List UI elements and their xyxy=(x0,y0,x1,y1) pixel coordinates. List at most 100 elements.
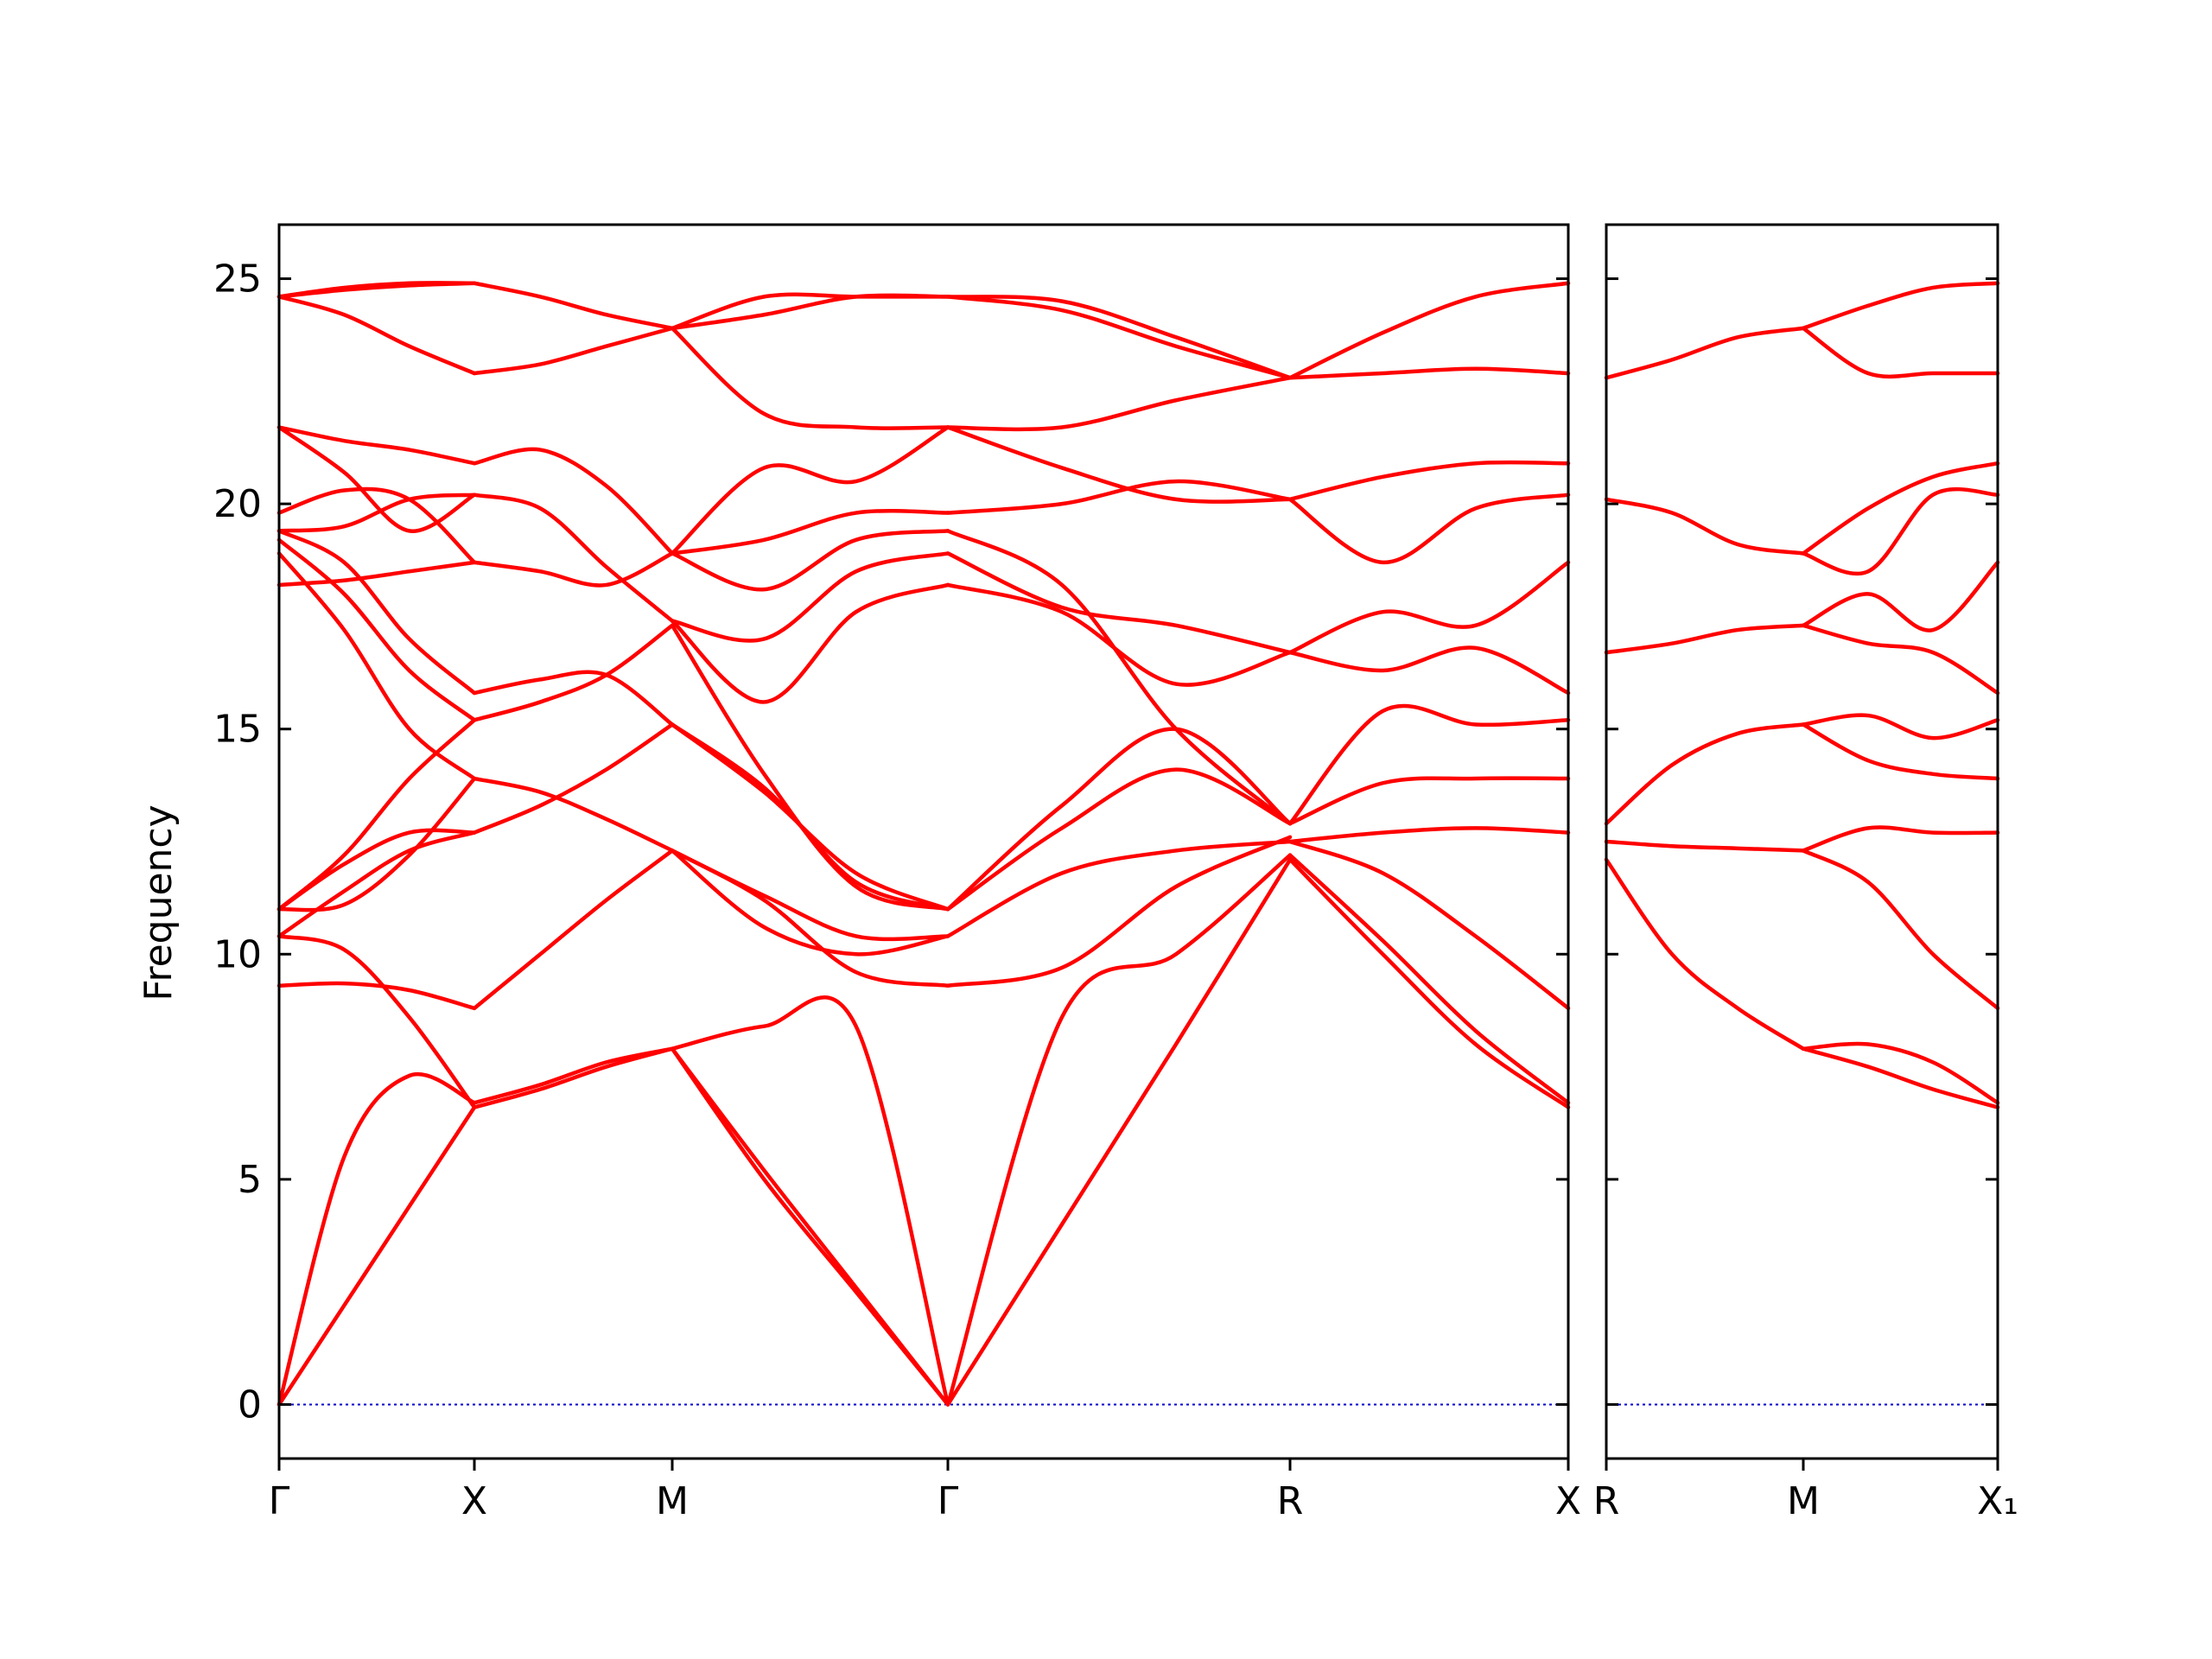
band-line-p0-s0-b11 xyxy=(276,560,477,588)
band-line-p0-s4-b10 xyxy=(1287,366,1571,380)
band-line-p0-s3-b8 xyxy=(945,529,1293,826)
band-line-p1-s0-b0 xyxy=(1604,857,1806,1051)
band-line-p1-s1-b5 xyxy=(1801,713,2000,741)
band-line-p0-s0-b6 xyxy=(276,776,477,912)
band-line-p0-s0-b15 xyxy=(276,425,477,466)
band-line-p0-s1-b5 xyxy=(472,623,675,722)
band-line-p0-s1-b0 xyxy=(472,1046,675,1109)
band-line-p0-s3-b2 xyxy=(945,835,1293,988)
band-line-p0-s3-b5 xyxy=(945,727,1293,912)
band-line-p1-s0-b3 xyxy=(1604,623,1806,655)
band-line-p0-s4-b0 xyxy=(1287,857,1571,1109)
band-line-p0-s2-b8 xyxy=(670,623,950,912)
band-line-p0-s0-b4 xyxy=(276,830,477,938)
band-line-p1-s1-b7 xyxy=(1801,560,2000,632)
band-line-p0-s4-b8 xyxy=(1287,493,1571,565)
band-line-p0-s4-b3 xyxy=(1287,826,1571,844)
band-line-p0-s1-b11 xyxy=(472,281,675,331)
band-line-p0-s0-b9 xyxy=(276,537,477,722)
band-line-p0-s3-b3 xyxy=(945,839,1293,938)
y-tick-label: 15 xyxy=(213,708,262,752)
band-line-p0-s0-b1 xyxy=(276,1071,477,1407)
x-tick-label: M xyxy=(1787,1479,1820,1523)
x-tick-label: X xyxy=(1555,1479,1581,1523)
x-tick-label: R xyxy=(1593,1479,1620,1523)
band-line-p0-s3-b10 xyxy=(945,425,1293,504)
band-line-p0-s1-b3 xyxy=(472,722,675,835)
band-line-p0-s0-b8 xyxy=(276,551,477,781)
band-line-p0-s1-b2 xyxy=(472,849,675,1011)
x-tick-label: R xyxy=(1277,1479,1304,1523)
band-line-p0-s4-b1 xyxy=(1287,853,1571,1105)
band-line-p0-s0-b2 xyxy=(276,981,477,1011)
band-line-p0-s0-b0 xyxy=(276,1105,477,1407)
band-line-p1-s1-b3 xyxy=(1801,825,2000,853)
band-line-p0-s1-b1 xyxy=(472,1046,675,1105)
band-line-p0-s1-b4 xyxy=(472,776,675,853)
band-line-p0-s3-b0 xyxy=(945,857,1293,1407)
band-line-p1-s1-b0 xyxy=(1801,1046,2000,1109)
band-line-p0-s4-b5 xyxy=(1287,703,1571,826)
band-line-p0-s1-b7 xyxy=(472,551,675,588)
band-line-p0-s4-b11 xyxy=(1287,281,1571,380)
plot-frame xyxy=(277,223,1570,1460)
y-tick-label: 0 xyxy=(238,1382,262,1427)
band-line-p0-s2-b1 xyxy=(670,1046,950,1407)
band-line-p0-s2-b12 xyxy=(670,508,950,556)
band-line-p0-s3-b7 xyxy=(945,551,1293,655)
plot-frame xyxy=(1605,223,1999,1460)
x-tick-label: Γ xyxy=(938,1479,959,1523)
band-line-p0-s1-b6 xyxy=(472,670,675,727)
band-line-p0-s2-b5 xyxy=(670,849,950,942)
y-tick-label: 10 xyxy=(213,932,262,976)
band-line-p1-s0-b5 xyxy=(1604,326,1806,380)
band-line-p0-s1-b8 xyxy=(472,493,675,623)
band-line-p0-s0-b3 xyxy=(276,934,477,1109)
y-tick-label: 20 xyxy=(213,482,262,526)
band-line-p0-s3-b4 xyxy=(945,767,1293,912)
band-line-p0-s3-b12 xyxy=(945,295,1293,380)
band-line-p0-s0-b13 xyxy=(276,486,477,565)
band-line-p0-s2-b16 xyxy=(670,293,950,331)
band-line-p0-s0-b12 xyxy=(276,493,477,533)
band-line-p0-s1-b10 xyxy=(472,326,675,376)
band-line-p1-s1-b9 xyxy=(1801,461,2000,556)
band-line-p1-s0-b1 xyxy=(1604,839,1806,853)
band-line-p1-s1-b6 xyxy=(1801,623,2000,696)
band-line-p0-s0-b14 xyxy=(276,425,477,533)
band-line-p0-s3-b13 xyxy=(945,295,1293,380)
band-line-p0-s2-b11 xyxy=(670,529,950,592)
panel-left: 0 5 10 15 20 25 Γ X M Γ R X xyxy=(213,223,1581,1523)
band-line-p1-s1-b4 xyxy=(1801,722,2000,781)
band-line-p1-s0-b2 xyxy=(1604,722,1806,826)
panel-right: R M X₁ xyxy=(1593,223,2018,1523)
band-line-p0-s3-b9 xyxy=(945,479,1293,515)
band-line-p0-s2-b13 xyxy=(670,425,950,556)
x-tick-label: X₁ xyxy=(1977,1479,2018,1523)
band-line-p0-s3-b11 xyxy=(945,375,1293,432)
band-line-p0-s1-b9 xyxy=(472,447,675,556)
band-line-p0-s3-b1 xyxy=(945,853,1293,1407)
band-line-p1-s1-b10 xyxy=(1801,326,2000,379)
band-line-p1-s1-b1 xyxy=(1801,1041,2000,1105)
band-line-p0-s4-b4 xyxy=(1287,776,1571,826)
y-tick-label: 5 xyxy=(238,1158,262,1202)
band-line-p0-s2-b9 xyxy=(670,582,950,704)
band-line-p0-s3-b6 xyxy=(945,582,1293,687)
band-line-p0-s2-b10 xyxy=(670,551,950,643)
band-line-p0-s2-b14 xyxy=(670,326,950,430)
band-line-p0-s2-b4 xyxy=(670,849,950,957)
band-line-p1-s1-b2 xyxy=(1801,849,2000,1011)
band-line-p0-s4-b2 xyxy=(1287,839,1571,1011)
band-line-p0-s0-b10 xyxy=(276,529,477,696)
band-line-p0-s0-b18 xyxy=(276,281,477,299)
x-tick-label: Γ xyxy=(269,1479,290,1523)
x-tick-label: M xyxy=(656,1479,689,1523)
y-tick-label: 25 xyxy=(213,257,262,302)
x-tick-label: X xyxy=(461,1479,487,1523)
band-line-p0-s4-b9 xyxy=(1287,460,1571,502)
band-line-p1-s0-b4 xyxy=(1604,497,1806,556)
y-axis-title: Frequency xyxy=(137,804,181,1001)
band-line-p1-s1-b11 xyxy=(1801,281,2000,331)
